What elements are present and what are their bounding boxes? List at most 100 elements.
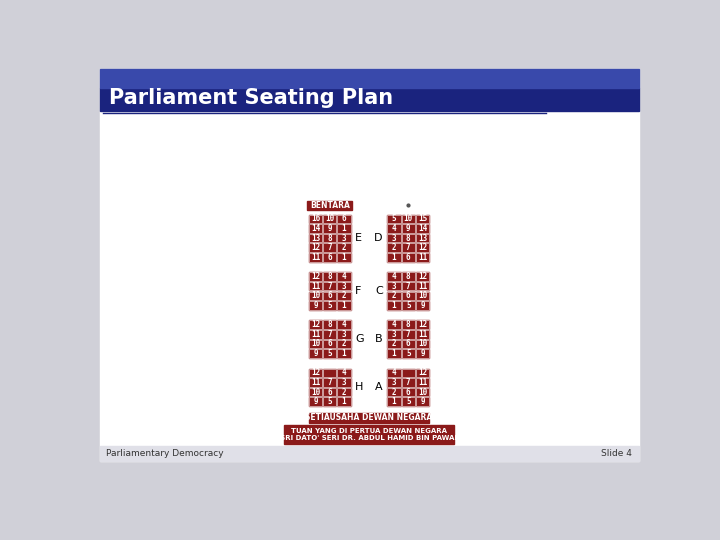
Text: D: D [374, 233, 383, 243]
Bar [387, 282, 400, 291]
Bar [309, 378, 322, 387]
Text: 12: 12 [311, 368, 320, 377]
Bar [323, 330, 336, 339]
Text: 3: 3 [392, 233, 396, 242]
Bar [338, 369, 351, 377]
Text: 7: 7 [406, 243, 410, 252]
Bar [387, 282, 400, 291]
Bar [309, 388, 322, 396]
Bar [416, 253, 429, 261]
Bar [323, 292, 336, 300]
Text: 12: 12 [418, 368, 427, 377]
Text: E: E [355, 233, 362, 243]
Bar [338, 349, 351, 358]
Text: Slide 4: Slide 4 [601, 449, 632, 458]
Bar [309, 224, 322, 233]
Text: 12: 12 [311, 320, 320, 329]
Text: 5: 5 [328, 349, 332, 358]
Bar [309, 320, 322, 329]
Text: 2: 2 [342, 291, 346, 300]
Text: 14: 14 [311, 224, 320, 233]
Text: 2: 2 [342, 340, 346, 348]
Bar [387, 369, 400, 377]
Bar [387, 253, 400, 261]
Text: 3: 3 [342, 233, 346, 242]
Text: 8: 8 [328, 233, 332, 242]
Bar [338, 378, 351, 387]
Bar [416, 378, 429, 387]
Text: 5: 5 [328, 397, 332, 406]
Bar [416, 214, 429, 223]
Text: 12: 12 [418, 272, 427, 281]
Text: 11: 11 [418, 378, 427, 387]
Bar [402, 224, 415, 233]
Bar [402, 340, 415, 348]
Bar [309, 397, 322, 406]
Text: 11: 11 [311, 282, 320, 291]
Bar [338, 244, 351, 252]
Text: 12: 12 [311, 243, 320, 252]
Text: 9: 9 [420, 301, 425, 310]
Bar [99, 69, 639, 88]
Text: 13: 13 [311, 233, 320, 242]
Bar [323, 320, 336, 329]
Bar [309, 388, 322, 396]
Bar [387, 378, 400, 387]
Bar [323, 340, 336, 348]
Text: 7: 7 [328, 378, 332, 387]
Text: 8: 8 [406, 272, 410, 281]
Bar [338, 388, 351, 396]
Bar [387, 292, 400, 300]
Bar [387, 330, 400, 339]
Bar [323, 388, 336, 396]
Text: 11: 11 [418, 282, 427, 291]
Bar [387, 320, 400, 329]
Bar [387, 244, 400, 252]
Bar [309, 369, 322, 377]
Bar [416, 224, 429, 233]
Bar [323, 214, 336, 223]
Bar [309, 253, 322, 261]
Text: 1: 1 [342, 397, 346, 406]
Bar [416, 397, 429, 406]
Bar [309, 214, 322, 223]
Bar [309, 397, 322, 406]
Text: 1: 1 [392, 397, 396, 406]
Bar [338, 397, 351, 406]
Text: 11: 11 [311, 253, 320, 262]
Bar [309, 301, 322, 309]
Text: 8: 8 [328, 272, 332, 281]
Bar [416, 301, 429, 309]
Text: 4: 4 [342, 368, 346, 377]
Bar [387, 292, 400, 300]
Text: Parliamentary Democracy: Parliamentary Democracy [106, 449, 223, 458]
Text: 8: 8 [406, 320, 410, 329]
Bar [402, 369, 415, 377]
Bar [402, 272, 415, 281]
Bar [416, 388, 429, 396]
Bar [402, 301, 415, 309]
Bar [309, 330, 322, 339]
Bar [402, 320, 415, 329]
Text: 10: 10 [311, 388, 320, 396]
Bar [323, 253, 336, 261]
Bar [387, 340, 400, 348]
Text: 2: 2 [342, 243, 346, 252]
Text: 1: 1 [392, 253, 396, 262]
Bar [323, 234, 336, 242]
Bar [338, 244, 351, 252]
Bar [402, 244, 415, 252]
Bar [338, 282, 351, 291]
Bar [416, 349, 429, 358]
Bar [338, 224, 351, 233]
Text: 9: 9 [406, 224, 410, 233]
Bar [416, 378, 429, 387]
Text: 6: 6 [406, 340, 410, 348]
Bar [416, 214, 429, 223]
Bar [416, 272, 429, 281]
Bar [309, 292, 322, 300]
Text: 9: 9 [313, 349, 318, 358]
Bar [416, 282, 429, 291]
Bar [416, 234, 429, 242]
Text: 1: 1 [392, 349, 396, 358]
